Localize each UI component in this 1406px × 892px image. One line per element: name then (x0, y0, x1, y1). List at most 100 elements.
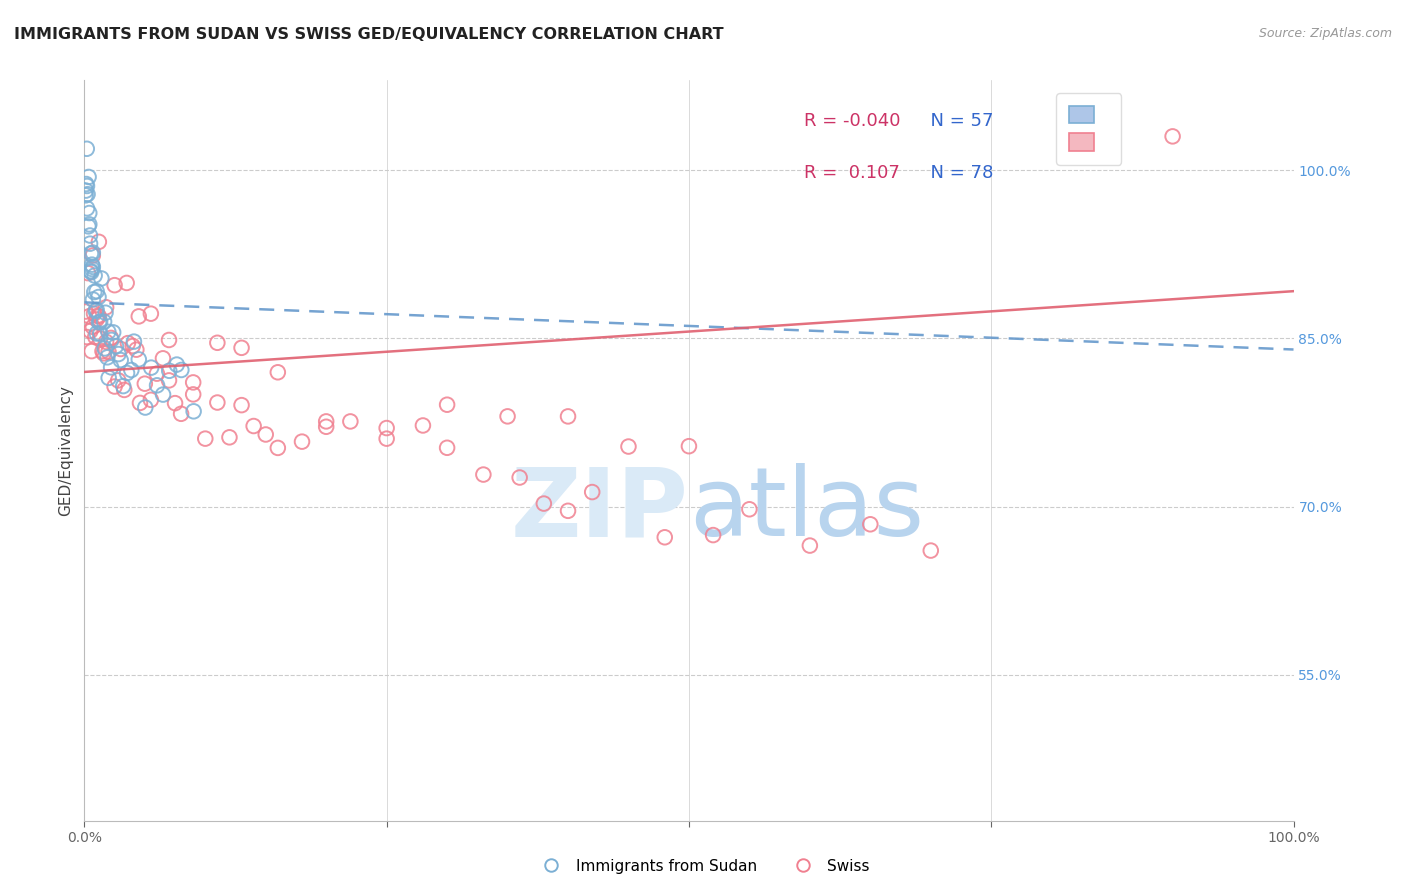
Point (76, 142, 98, 156)
Point (79, 236, 101, 251)
Point (94, 300, 117, 314)
Point (83, 285, 105, 299)
Text: R =  0.107: R = 0.107 (804, 164, 900, 182)
Point (194, 432, 217, 446)
Point (617, 440, 640, 454)
Point (80, 265, 103, 279)
Point (93, 346, 115, 360)
Point (315, 419, 337, 434)
Point (152, 387, 174, 401)
Point (90, 271, 112, 285)
Point (76, 330, 98, 344)
Point (120, 363, 142, 377)
Point (436, 398, 458, 412)
Point (80, 258, 103, 272)
Point (82, 248, 104, 262)
Point (315, 414, 337, 428)
Point (920, 543, 942, 558)
Point (166, 358, 188, 372)
Point (83, 268, 105, 283)
Point (86, 309, 108, 323)
Point (207, 395, 229, 409)
Point (77, 206, 100, 220)
Point (80, 344, 103, 359)
Point (128, 352, 150, 367)
Point (165, 396, 187, 410)
Point (122, 334, 145, 349)
Point (80, 264, 103, 278)
Point (87, 310, 110, 324)
Point (139, 307, 162, 321)
Legend: , : , (1056, 93, 1121, 165)
Point (79, 324, 101, 338)
Point (267, 365, 290, 379)
Point (100, 360, 122, 375)
Point (110, 353, 132, 368)
Point (93, 315, 115, 329)
Point (141, 360, 163, 375)
Point (117, 336, 139, 351)
Point (75, 304, 97, 318)
Point (84, 304, 107, 318)
Point (89, 326, 111, 341)
Point (96, 351, 118, 365)
Point (80, 246, 103, 260)
Point (134, 376, 156, 391)
Point (436, 441, 458, 455)
Point (146, 378, 169, 392)
Point (115, 366, 138, 380)
Point (86, 284, 108, 298)
Point (77, 169, 100, 184)
Point (157, 364, 180, 378)
Point (104, 278, 127, 293)
Point (87, 315, 110, 329)
Point (107, 373, 129, 387)
Point (496, 409, 519, 424)
Point (110, 342, 132, 356)
Point (654, 530, 676, 544)
Point (80, 262, 103, 277)
Text: N = 57: N = 57 (918, 112, 993, 130)
Point (75, 188, 97, 202)
Point (129, 396, 152, 410)
Point (121, 339, 143, 353)
Point (100, 331, 122, 345)
Point (181, 387, 204, 401)
Point (97, 371, 120, 385)
Point (112, 383, 135, 397)
Point (533, 497, 555, 511)
Point (254, 427, 277, 442)
Point (86, 326, 108, 341)
Point (125, 343, 148, 357)
Point (799, 539, 821, 553)
Point (82, 260, 104, 274)
Point (181, 376, 204, 390)
Point (218, 430, 240, 444)
Point (242, 419, 264, 434)
Point (91, 344, 114, 359)
Point (509, 470, 531, 484)
Point (77, 219, 100, 234)
Point (76, 202, 98, 216)
Text: atlas: atlas (689, 463, 924, 557)
Point (97, 345, 120, 359)
Point (112, 379, 135, 393)
Point (77, 266, 100, 280)
Point (1161, 129, 1184, 144)
Text: N = 78: N = 78 (918, 164, 993, 182)
Point (82, 293, 104, 307)
Text: IMMIGRANTS FROM SUDAN VS SWISS GED/EQUIVALENCY CORRELATION CHART: IMMIGRANTS FROM SUDAN VS SWISS GED/EQUIV… (14, 27, 724, 42)
Point (146, 367, 169, 381)
Point (183, 404, 205, 418)
Point (97, 325, 120, 339)
Point (859, 517, 882, 532)
Point (157, 333, 180, 347)
Point (207, 335, 229, 350)
Point (75, 184, 97, 198)
Point (77, 310, 100, 324)
Point (86, 303, 108, 318)
Point (87, 290, 110, 304)
Point (100, 333, 122, 347)
Point (139, 392, 162, 407)
Y-axis label: GED/Equivalency: GED/Equivalency (58, 385, 73, 516)
